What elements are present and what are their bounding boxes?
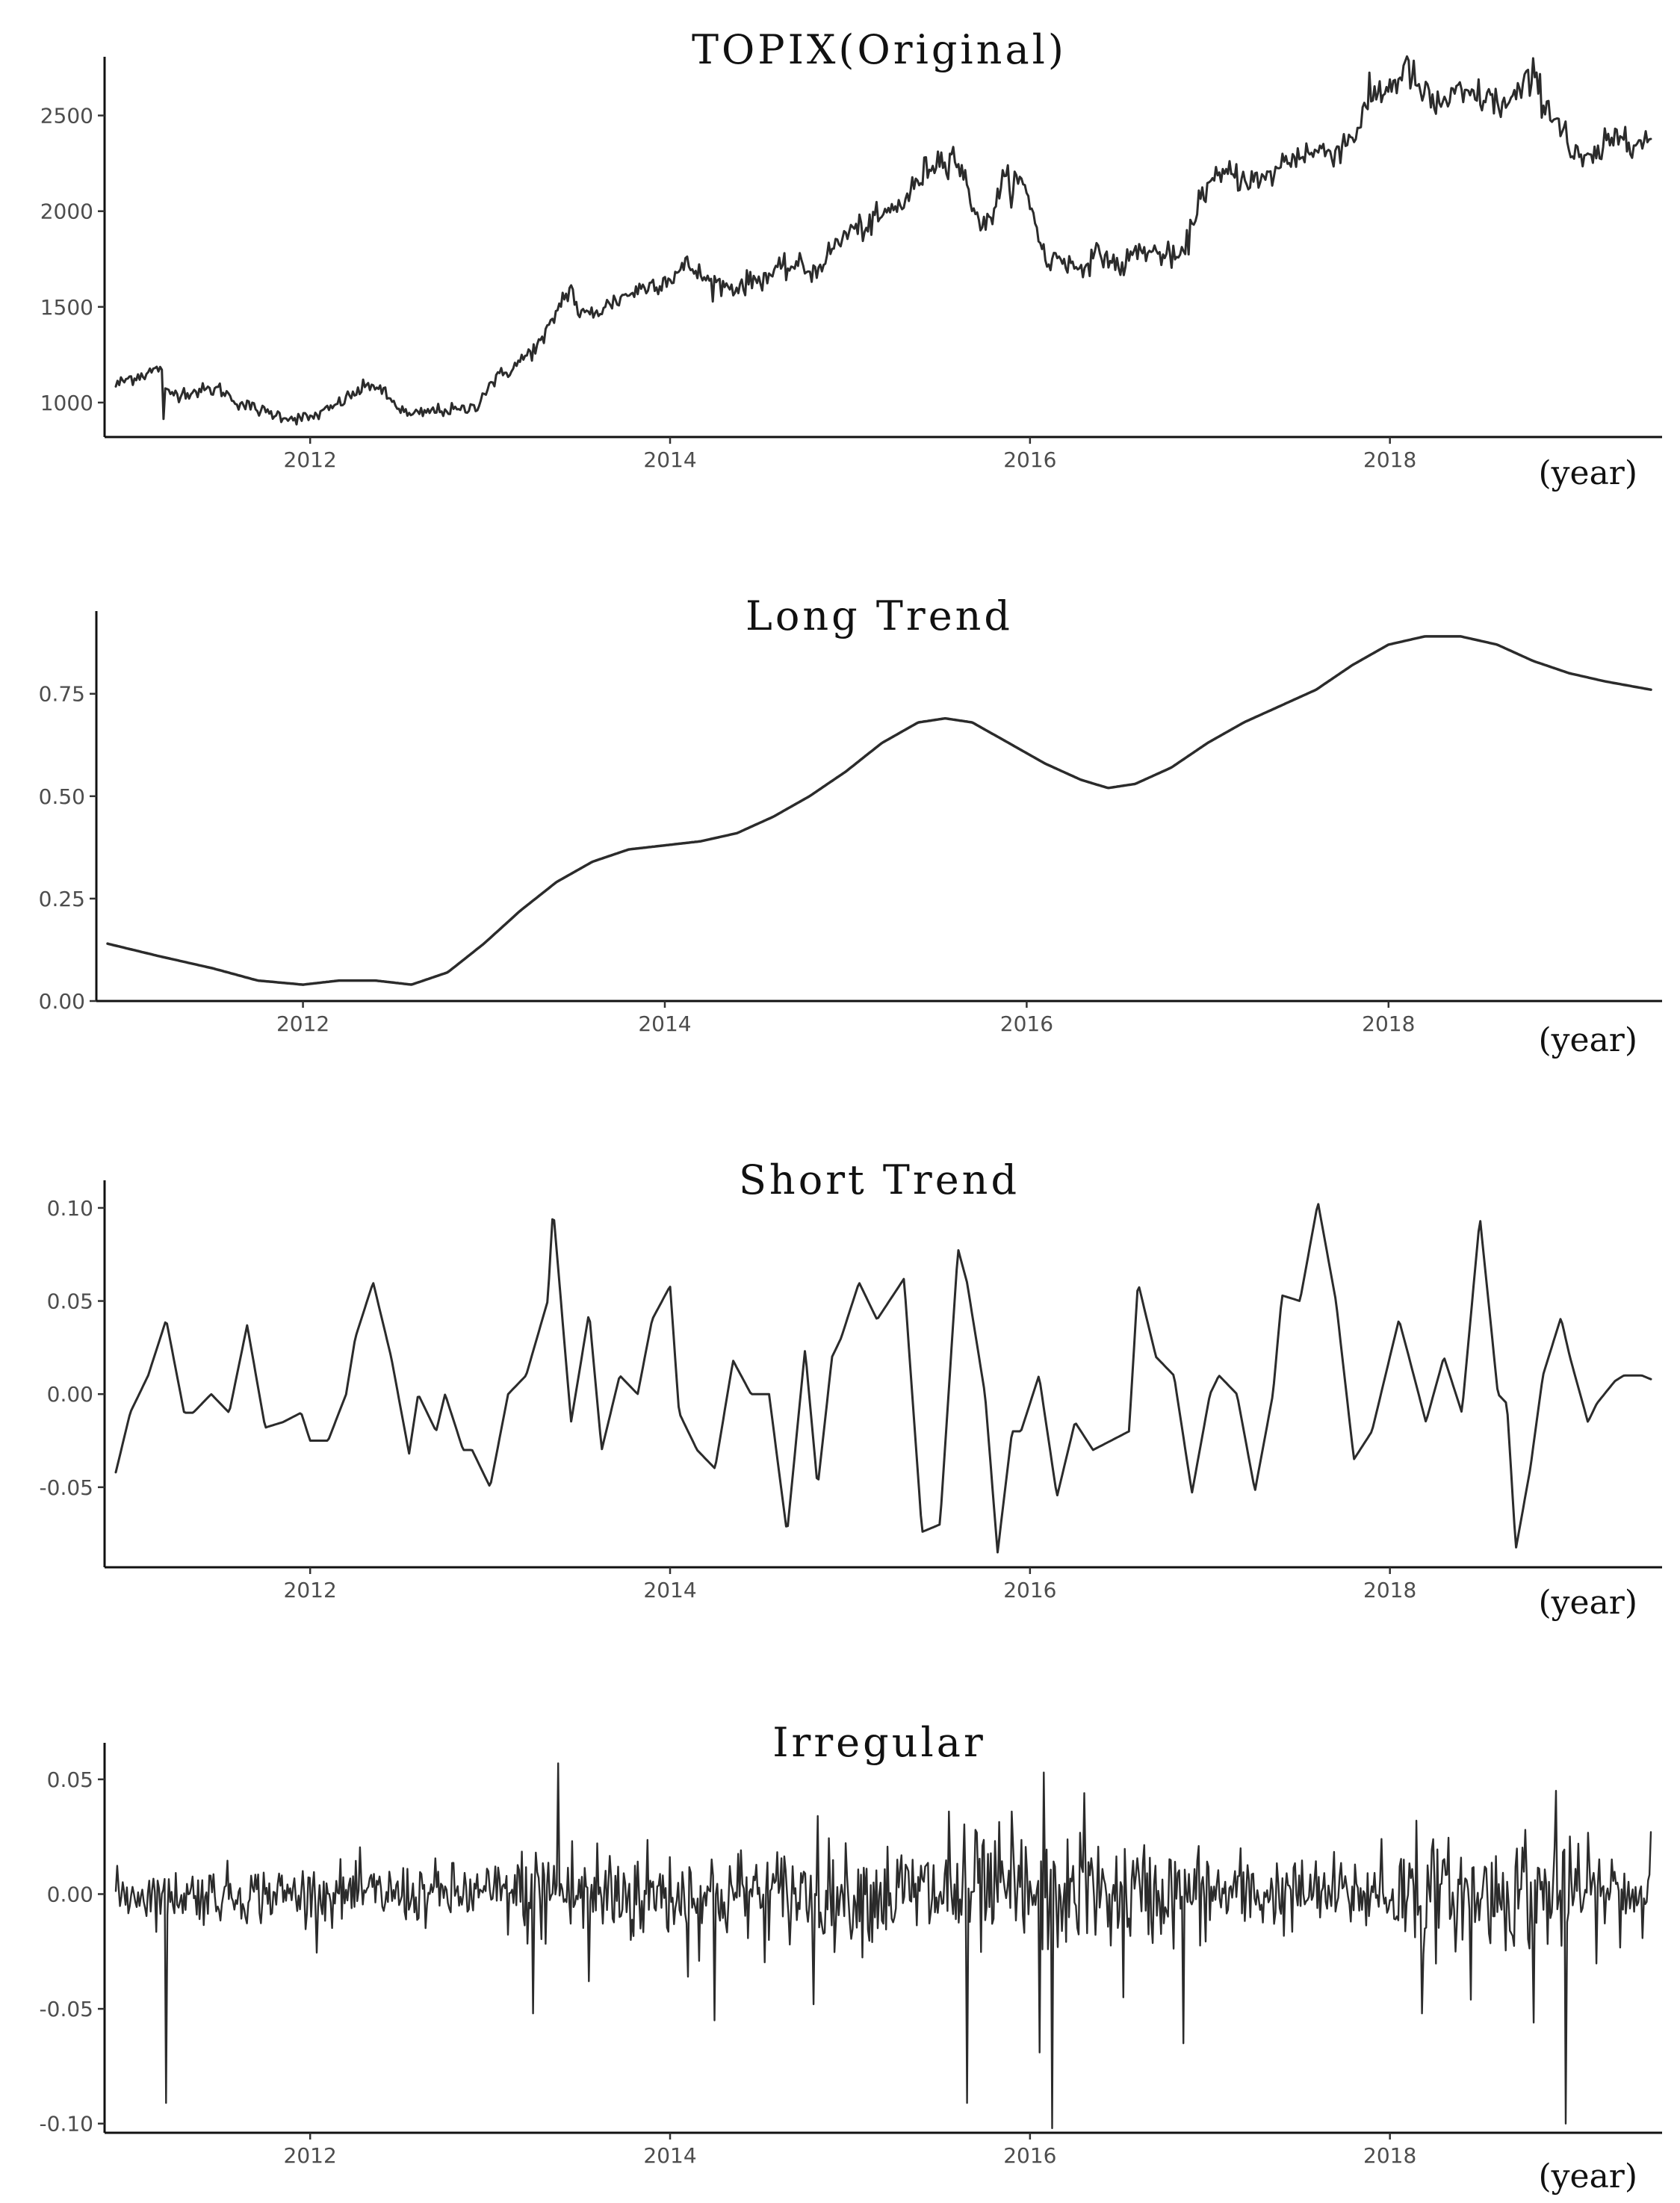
panel-title: Irregular — [772, 1719, 986, 1766]
series-line-1 — [106, 635, 1652, 986]
x-tick-label: 2012 — [284, 2143, 337, 2168]
x-axis-label: (year) — [1539, 1021, 1638, 1059]
x-tick-label: 2016 — [1003, 1578, 1056, 1602]
panel-1: TOPIX(Original) 1000 1500 2000 2500 2012 2014 2… — [40, 26, 1662, 492]
series-line-1 — [114, 1203, 1652, 1554]
x-tick-label: 2012 — [284, 1578, 337, 1602]
y-tick-label: 1000 — [40, 391, 93, 415]
x-tick-label: 2018 — [1363, 2143, 1416, 2168]
panel-4: Irregular -0.10 -0.05 0.00 0.05 2012 2014 2016 2… — [40, 1719, 1662, 2196]
y-tick-label: 0.10 — [47, 1196, 93, 1221]
y-tick-label: 0.00 — [47, 1882, 93, 1906]
x-tick-label: 2014 — [643, 2143, 696, 2168]
y-tick-label: 0.00 — [47, 1382, 93, 1407]
x-axis-label: (year) — [1539, 454, 1638, 492]
y-tick-label: 1500 — [40, 295, 93, 320]
y-tick-label: 2000 — [40, 199, 93, 224]
series-line-1 — [114, 1762, 1652, 2130]
y-tick-label: 0.00 — [39, 989, 85, 1014]
panel-title: Long Trend — [746, 592, 1013, 639]
x-tick-label: 2018 — [1363, 1578, 1416, 1602]
x-tick-label: 2018 — [1363, 447, 1416, 472]
y-tick-label: -0.05 — [40, 1475, 93, 1500]
x-tick-label: 2016 — [1000, 1011, 1053, 1036]
y-tick-label: -0.10 — [40, 2112, 93, 2137]
y-tick-label: 2500 — [40, 104, 93, 128]
panel-3: Short Trend -0.05 0.00 0.05 0.10 2012 2014 2016… — [40, 1156, 1662, 1622]
y-tick-label: -0.05 — [40, 1997, 93, 2021]
x-axis-label: (year) — [1539, 1584, 1638, 1622]
x-tick-label: 2012 — [276, 1011, 329, 1036]
x-tick-label: 2016 — [1003, 447, 1056, 472]
x-tick-label: 2014 — [643, 447, 696, 472]
y-tick-label: 0.25 — [39, 887, 85, 911]
y-tick-label: 0.75 — [39, 682, 85, 707]
panel-title: Short Trend — [739, 1156, 1020, 1203]
y-tick-label: 0.05 — [47, 1289, 93, 1314]
x-tick-label: 2016 — [1003, 2143, 1056, 2168]
x-tick-label: 2012 — [284, 447, 337, 472]
panel-2: Long Trend 0.00 0.25 0.50 0.75 2012 2014 2016 20… — [39, 592, 1662, 1059]
y-tick-label: 0.50 — [39, 784, 85, 809]
series-line-1 — [114, 55, 1652, 426]
x-axis-label: (year) — [1539, 2157, 1638, 2196]
y-tick-label: 0.05 — [47, 1767, 93, 1792]
x-tick-label: 2018 — [1362, 1011, 1415, 1036]
x-tick-label: 2014 — [638, 1011, 691, 1036]
panel-title: TOPIX(Original) — [692, 26, 1067, 73]
x-tick-label: 2014 — [643, 1578, 696, 1602]
